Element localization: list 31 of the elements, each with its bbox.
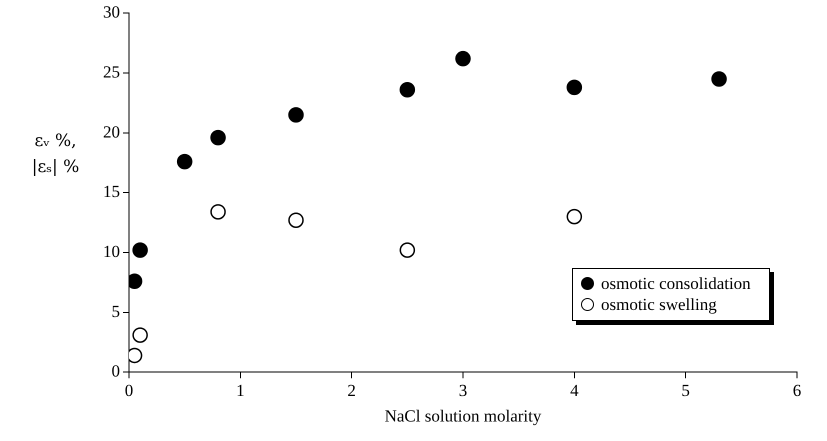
point <box>566 80 582 96</box>
y-tick-label: 15 <box>103 182 120 202</box>
x-tick-label: 2 <box>347 380 356 400</box>
x-tick-label: 6 <box>792 380 802 400</box>
y-tick-label: 20 <box>103 122 120 142</box>
y-axis-title: εᵥ %, |εₛ| % <box>30 130 80 179</box>
point <box>132 327 148 343</box>
legend-label: osmotic swelling <box>601 295 717 315</box>
point <box>455 50 471 66</box>
y-tick-label: 0 <box>112 362 120 381</box>
point <box>400 82 416 98</box>
point <box>176 154 192 170</box>
x-tick-label: 5 <box>681 380 690 400</box>
y-tick-label: 25 <box>103 62 120 82</box>
x-axis-title: NaCl solution molarity <box>384 406 542 426</box>
x-tick-label: 0 <box>124 380 134 400</box>
x-tick-label: 3 <box>458 380 468 400</box>
point <box>711 71 727 87</box>
y-tick-label: 5 <box>112 302 120 321</box>
point <box>288 107 304 123</box>
x-tick-label: 4 <box>570 380 580 400</box>
legend-label: osmotic consolidation <box>601 274 751 294</box>
point <box>132 242 148 258</box>
point <box>400 242 416 258</box>
point <box>288 212 304 228</box>
point <box>210 204 226 220</box>
point <box>210 130 226 146</box>
y-tick-label: 30 <box>103 2 120 22</box>
y-tick-label: 10 <box>103 242 120 261</box>
x-tick-label: 1 <box>236 380 245 400</box>
point <box>566 208 582 224</box>
